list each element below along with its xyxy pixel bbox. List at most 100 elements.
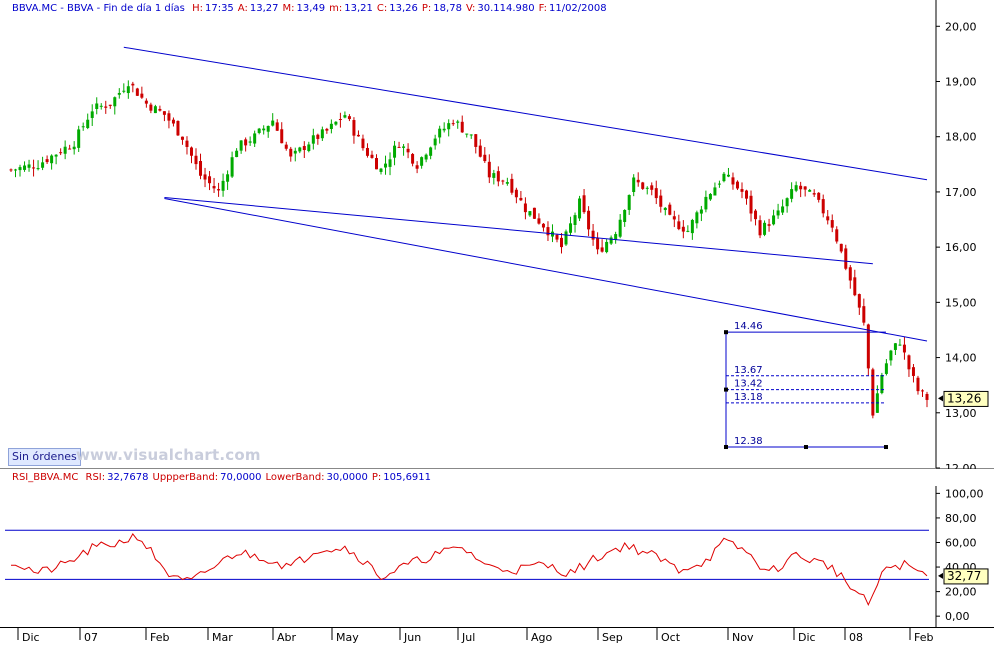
candle-body [36, 168, 40, 170]
last-rsi-box [943, 568, 989, 585]
candle-body [460, 121, 464, 133]
candle-body [199, 160, 203, 176]
candle-body [50, 155, 54, 164]
candle-body [537, 218, 541, 224]
candle-body [731, 177, 735, 185]
fib-handle [884, 445, 888, 450]
orders-badge[interactable]: Sin órdenes [8, 448, 81, 466]
price-header: BBVA.MC - BBVA - Fin de día 1 días H: 17:… [0, 0, 994, 17]
candle-body [307, 144, 311, 151]
date-tick-label: Jul [461, 631, 475, 644]
last-price-label: 13,26 [947, 391, 981, 405]
candle-body [293, 150, 297, 154]
candle-body [45, 159, 49, 163]
header-item-value-7: 11/02/2008 [548, 3, 607, 14]
candle-body [920, 390, 924, 392]
header-item-label-7: F: [538, 3, 547, 14]
candle-body [650, 185, 654, 190]
candle-body [162, 111, 166, 115]
candle-body [90, 111, 94, 118]
candle-body [384, 163, 388, 168]
candle-body [140, 93, 144, 98]
candle-body [379, 168, 383, 172]
indicator-name: RSI_BBVA.MC [12, 472, 79, 483]
candle-body [726, 174, 730, 177]
candle-body [555, 234, 559, 240]
candle-body [907, 355, 911, 370]
fibonacci-tool[interactable]: 14.46 13.67 13.42 13.18 12.38 [724, 321, 888, 450]
indicator-item-value-0: 32,7678 [107, 472, 149, 483]
candle-body [745, 190, 749, 199]
header-item-label-6: V: [465, 3, 476, 14]
fib-level-label: 14.46 [734, 321, 763, 332]
indicator-item-label-3: P: [371, 472, 382, 483]
candle-body [41, 162, 45, 168]
fib-level-label: 13.18 [734, 392, 763, 403]
candle-body [393, 145, 397, 158]
watermark: www.visualchart.com [76, 446, 261, 464]
date-tick-label: Mar [212, 631, 233, 644]
candle-body [415, 165, 419, 169]
candle-body [704, 196, 708, 210]
candle-body [681, 226, 685, 232]
candle-body [532, 207, 536, 219]
price-tick-label: 16,00 [945, 241, 977, 254]
price-tick-label: 20,00 [945, 20, 977, 33]
candle-body [63, 146, 67, 154]
candle-body [695, 212, 699, 224]
candle-body [208, 176, 212, 184]
candle-body [59, 152, 63, 154]
candle-body [519, 197, 523, 201]
date-tick-label: Oct [661, 631, 681, 644]
candle-body [86, 119, 90, 129]
candle-body [767, 224, 771, 226]
candle-body [505, 182, 509, 184]
candle-body [280, 129, 284, 144]
candle-body [474, 134, 478, 147]
candle-body [271, 120, 275, 126]
candle-body [871, 369, 875, 416]
candle-body [749, 195, 753, 214]
candle-body [830, 220, 834, 228]
candle-body [916, 377, 920, 392]
candle-body [812, 193, 816, 195]
candle-body [235, 150, 239, 158]
header-item-value-3: 13,21 [344, 3, 373, 14]
candle-body [424, 154, 428, 160]
candle-body [221, 180, 225, 191]
candle-body [429, 147, 433, 156]
candle-body [329, 123, 333, 130]
indicator-item-value-1: 70,0000 [220, 472, 262, 483]
candle-body [402, 146, 406, 148]
candle-body [501, 180, 505, 182]
candle-body [334, 121, 338, 125]
candle-body [113, 97, 117, 107]
candle-body [772, 215, 776, 225]
candle-body [104, 106, 108, 108]
candle-body [420, 157, 424, 166]
candle-body [844, 248, 848, 269]
candle-body [754, 210, 758, 220]
candle-body [217, 189, 221, 191]
candle-body [68, 148, 72, 150]
candle-body [469, 134, 473, 136]
candle-body [560, 237, 564, 248]
date-tick-label: May [336, 631, 359, 644]
header-item-value-4: 13,26 [389, 3, 418, 14]
candle-body [821, 199, 825, 214]
candle-body [578, 198, 582, 219]
candle-body [514, 189, 518, 198]
header-item-label-1: A: [237, 3, 248, 14]
candle-body [135, 88, 139, 96]
candle-body [343, 115, 347, 118]
header-item-label-3: m: [329, 3, 343, 14]
candle-body [776, 210, 780, 216]
candle-body [699, 209, 703, 214]
candle-body [866, 324, 870, 369]
candle-body [302, 146, 306, 151]
candle-body [185, 140, 189, 147]
candle-body [266, 125, 270, 132]
candle-body [839, 243, 843, 252]
last-rsi-label: 32,77 [947, 569, 981, 583]
